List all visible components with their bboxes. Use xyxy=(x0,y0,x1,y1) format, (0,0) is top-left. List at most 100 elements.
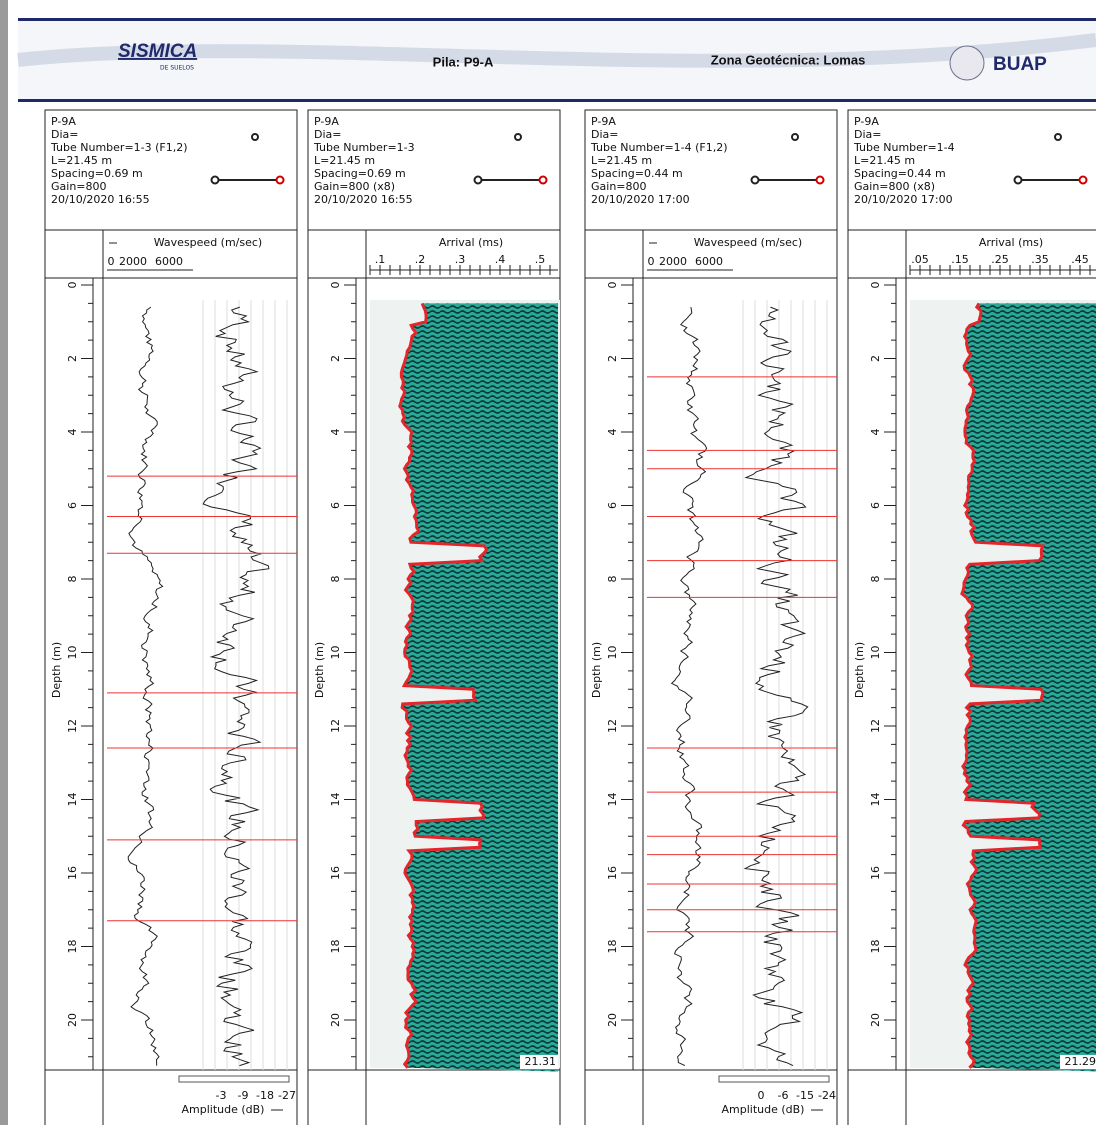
info-line: Spacing=0.69 m xyxy=(314,167,406,180)
tube-icon xyxy=(514,133,522,141)
info-box xyxy=(584,109,838,231)
depth-tick-label: 6 xyxy=(329,502,342,509)
depth-tick-label: 12 xyxy=(869,719,882,733)
axis-title: Wavespeed (m/sec) xyxy=(154,236,262,249)
depth-tick-label: 12 xyxy=(329,719,342,733)
info-line: Tube Number=1-3 (F1,2) xyxy=(50,141,188,154)
depth-tick-label: 16 xyxy=(329,866,342,880)
axis-tick-label: .4 xyxy=(495,253,506,266)
info-line: L=21.45 m xyxy=(51,154,112,167)
header-bottom-rule xyxy=(18,99,1096,102)
footer-tick-label: 0 xyxy=(758,1089,765,1102)
axis-tick-label: 0 xyxy=(648,255,655,268)
institution: BUAP xyxy=(993,54,1047,75)
depth-tick-label: 0 xyxy=(606,282,619,289)
depth-tick-label: 12 xyxy=(606,719,619,733)
depth-tick-label: 20 xyxy=(66,1013,79,1027)
depth-tick-label: 2 xyxy=(66,355,79,362)
info-line: Gain=800 (x8) xyxy=(314,180,395,193)
axis-tick-label: .05 xyxy=(911,253,929,266)
axis-title: Arrival (ms) xyxy=(439,236,503,249)
amplitude-trace xyxy=(202,306,270,1067)
footer-box xyxy=(44,1069,298,1125)
depth-tick-label: 2 xyxy=(869,355,882,362)
depth-tick-label: 2 xyxy=(606,355,619,362)
axis-header-box xyxy=(847,229,1096,279)
depth-tick-label: 4 xyxy=(329,429,342,436)
axis-title: Arrival (ms) xyxy=(979,236,1043,249)
depth-tick-label: 20 xyxy=(329,1013,342,1027)
depth-axis-label: Depth (m) xyxy=(50,642,63,698)
end-label: 21.29 xyxy=(1065,1055,1096,1068)
logo: SISMICA xyxy=(118,41,197,62)
info-line: L=21.45 m xyxy=(854,154,915,167)
depth-tick-label: 18 xyxy=(329,940,342,954)
depth-tick-label: 20 xyxy=(869,1013,882,1027)
depth-tick-label: 14 xyxy=(606,793,619,807)
tube-icon xyxy=(473,175,483,185)
tube-icon xyxy=(251,133,259,141)
logo-sub: DE SUELOS xyxy=(160,65,194,72)
axis-tick-label: .45 xyxy=(1071,253,1089,266)
depth-tick-label: 18 xyxy=(869,940,882,954)
tube-icon xyxy=(275,175,285,185)
depth-tick-label: 16 xyxy=(869,866,882,880)
info-line: Gain=800 xyxy=(51,180,107,193)
depth-tick-label: 6 xyxy=(606,502,619,509)
depth-axis-label: Depth (m) xyxy=(313,642,326,698)
info-box xyxy=(44,109,298,231)
axis-header-box xyxy=(307,229,561,279)
footer-title: Amplitude (dB) xyxy=(182,1103,265,1116)
plot-box xyxy=(44,277,298,1071)
info-line: Tube Number=1-4 (F1,2) xyxy=(590,141,728,154)
depth-tick-label: 18 xyxy=(66,940,79,954)
depth-tick-label: 6 xyxy=(869,502,882,509)
info-line: P-9A xyxy=(854,115,879,128)
axis-tick-label: .35 xyxy=(1031,253,1049,266)
first-arrival-line xyxy=(960,302,1045,1069)
depth-tick-label: 10 xyxy=(329,646,342,660)
buap-seal xyxy=(949,45,985,81)
axis-tick-label: 2000 xyxy=(659,255,687,268)
info-line: P-9A xyxy=(51,115,76,128)
depth-tick-label: 4 xyxy=(66,429,79,436)
depth-tick-label: 0 xyxy=(66,282,79,289)
depth-tick-label: 10 xyxy=(66,646,79,660)
info-line: Spacing=0.69 m xyxy=(51,167,143,180)
depth-tick-label: 8 xyxy=(66,576,79,583)
info-line: 20/10/2020 16:55 xyxy=(51,193,150,206)
end-label: 21.31 xyxy=(525,1055,557,1068)
info-line: Spacing=0.44 m xyxy=(854,167,946,180)
footer-tick-label: -3 xyxy=(216,1089,227,1102)
end-label-bg xyxy=(520,1055,558,1069)
footer-tick-label: -15 xyxy=(796,1089,814,1102)
depth-tick-label: 8 xyxy=(869,576,882,583)
header-top-rule xyxy=(18,18,1096,21)
depth-tick-label: 8 xyxy=(606,576,619,583)
depth-tick-label: 4 xyxy=(606,429,619,436)
depth-tick-label: 2 xyxy=(329,355,342,362)
axis-title: Wavespeed (m/sec) xyxy=(694,236,802,249)
wavespeed-trace xyxy=(670,307,708,1067)
footer-box xyxy=(307,1069,561,1125)
plot-box xyxy=(584,277,838,1071)
tube-icon xyxy=(815,175,825,185)
info-line: P-9A xyxy=(591,115,616,128)
info-line: 20/10/2020 17:00 xyxy=(591,193,690,206)
info-line: Spacing=0.44 m xyxy=(591,167,683,180)
axis-tick-label: 6000 xyxy=(155,255,183,268)
depth-tick-label: 10 xyxy=(869,646,882,660)
depth-tick-label: 12 xyxy=(66,719,79,733)
info-line: Dia= xyxy=(854,128,881,141)
axis-tick-label: 0 xyxy=(108,255,115,268)
depth-tick-label: 0 xyxy=(329,282,342,289)
info-line: Gain=800 xyxy=(591,180,647,193)
footer-tick-label: -27 xyxy=(278,1089,296,1102)
zone-label: Zona Geotécnica: Lomas xyxy=(711,52,866,67)
depth-axis-label: Depth (m) xyxy=(853,642,866,698)
first-arrival-line xyxy=(398,302,489,1069)
depth-tick-label: 16 xyxy=(606,866,619,880)
axis-tick-label: 6000 xyxy=(695,255,723,268)
